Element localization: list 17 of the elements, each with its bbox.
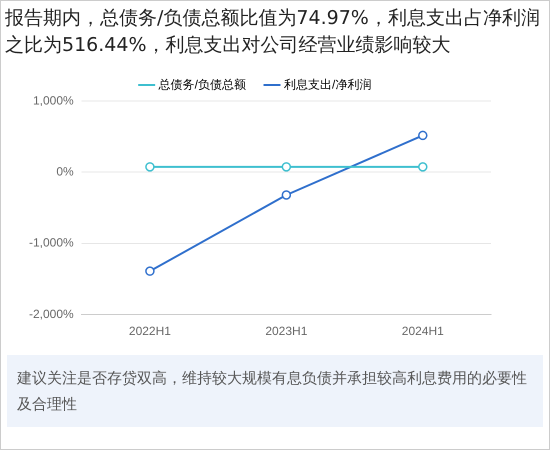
y-tick-label: 1,000%	[32, 93, 74, 108]
point	[418, 130, 428, 140]
x-tick-label: 2022H1	[128, 324, 172, 338]
text: 建议关注是否存贷双高，维持较大规模有息负债并承担较高利息费用的必要性及合理性	[7, 355, 543, 427]
x-tick-label: 2023H1	[265, 324, 308, 338]
point	[145, 162, 155, 172]
y-tick-label: -2,000%	[28, 306, 74, 321]
x-tick-label: 2024H1	[402, 324, 444, 338]
point	[145, 266, 155, 276]
point	[418, 162, 428, 172]
point	[282, 162, 292, 172]
y-tick-label: -1,000%	[28, 236, 74, 250]
legend-label: 总债务/负债总额	[158, 77, 246, 92]
legend-label: 利息支出/净利润	[284, 77, 372, 92]
point	[282, 190, 292, 200]
chart-title: 报告期内，总债务/负债总额比值为74.97%，利息支出占净利润之比为516.44%，利息支出对公司经营业绩影响较大	[4, 6, 541, 58]
y-tick-label: 0%	[56, 164, 74, 179]
